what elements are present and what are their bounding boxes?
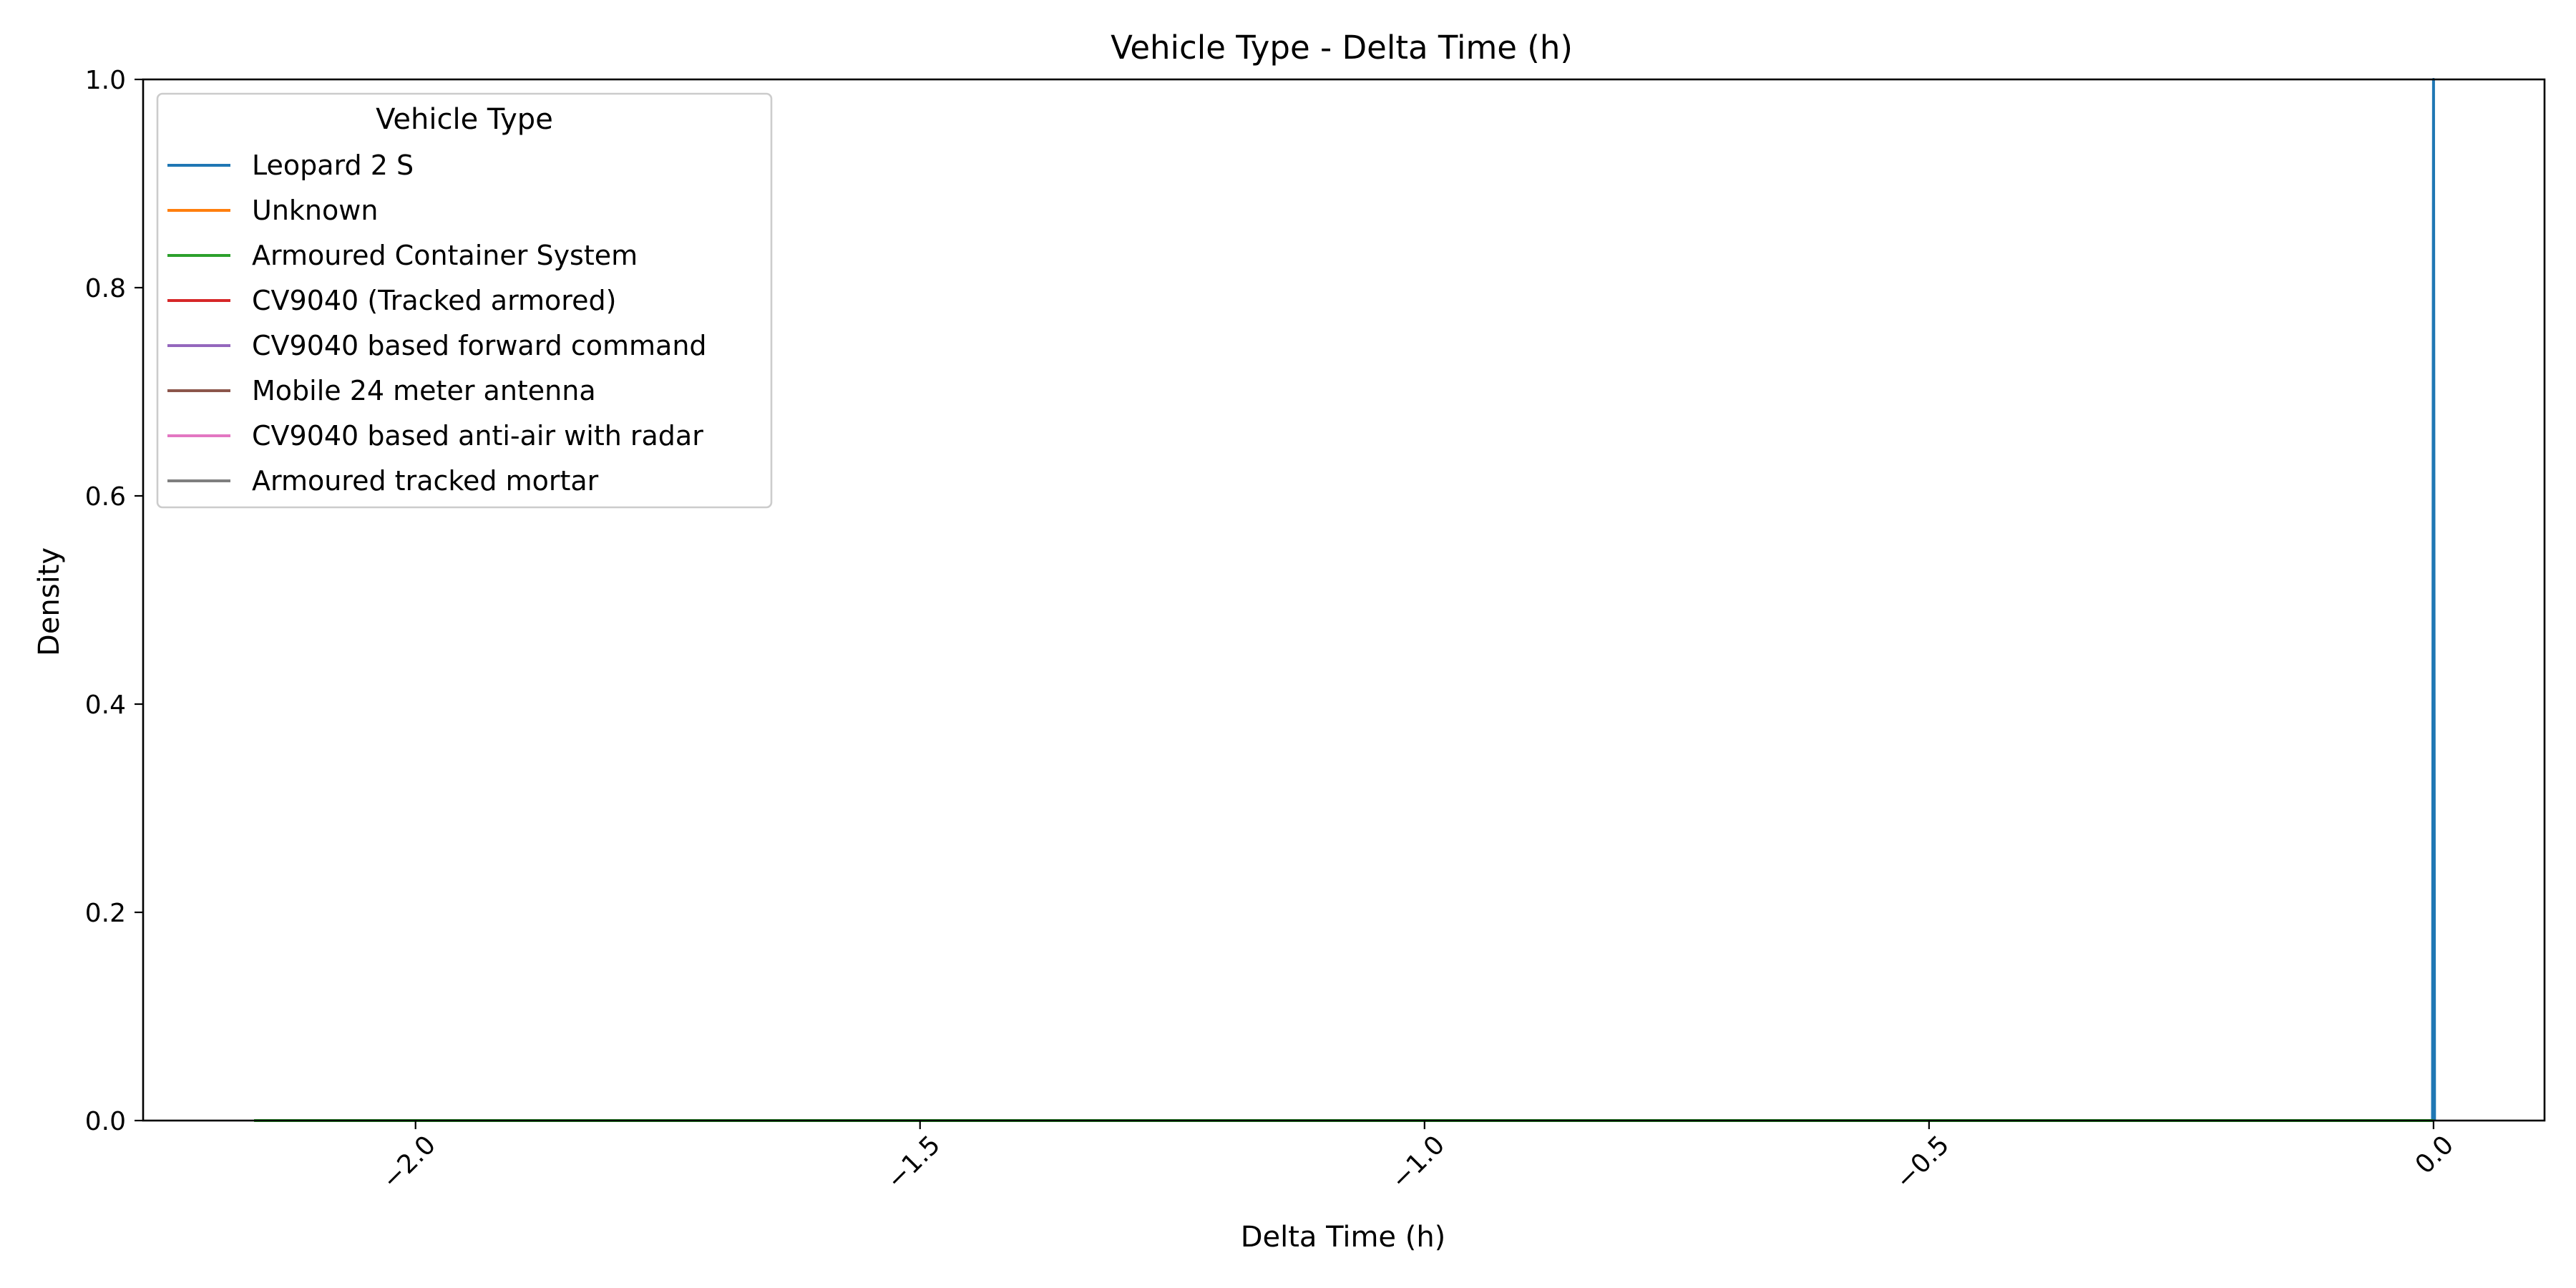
legend-label: Armoured Container System <box>252 240 638 271</box>
legend-label: Armoured tracked mortar <box>252 465 599 497</box>
legend-entries: Leopard 2 S Unknown Armoured Container Sys… <box>167 150 707 497</box>
chart-title: Vehicle Type - Delta Time (h) <box>1111 29 1573 67</box>
legend-label: Leopard 2 S <box>252 150 414 181</box>
legend-entry: CV9040 based forward command <box>167 330 707 361</box>
y-tick-label: 0.0 <box>85 1107 126 1136</box>
legend-title: Vehicle Type <box>376 103 553 136</box>
y-tick-label: 0.4 <box>85 691 126 720</box>
y-axis-ticks: 0.0 0.2 0.4 0.6 0.8 1.0 <box>85 66 143 1136</box>
y-tick-label: 1.0 <box>85 66 126 95</box>
legend-label: CV9040 based anti-air with radar <box>252 420 703 452</box>
legend-entry: Armoured Container System <box>167 240 638 271</box>
y-axis-label: Density <box>33 547 66 656</box>
legend-entry: Unknown <box>167 195 378 226</box>
legend-label: Unknown <box>252 195 378 226</box>
legend: Vehicle Type Leopard 2 S Unknown Armoured … <box>156 92 773 509</box>
legend-entry: CV9040 (Tracked armored) <box>167 285 616 316</box>
legend-entry: Armoured tracked mortar <box>167 465 599 497</box>
legend-label: CV9040 (Tracked armored) <box>252 285 616 316</box>
legend-entry: CV9040 based anti-air with radar <box>167 420 703 452</box>
legend-frame <box>156 92 773 509</box>
plot-area <box>142 78 2546 1122</box>
legend-entry: Mobile 24 meter antenna <box>167 375 596 406</box>
legend-label: Mobile 24 meter antenna <box>252 375 596 406</box>
y-tick-label: 0.8 <box>85 274 126 303</box>
y-tick-label: 0.6 <box>85 482 126 512</box>
x-axis-label: Delta Time (h) <box>1241 1221 1446 1254</box>
axes-frame <box>142 78 2546 1122</box>
legend-label: CV9040 based forward command <box>252 330 707 361</box>
legend-entry: Leopard 2 S <box>167 150 414 181</box>
y-tick-label: 0.2 <box>85 899 126 928</box>
